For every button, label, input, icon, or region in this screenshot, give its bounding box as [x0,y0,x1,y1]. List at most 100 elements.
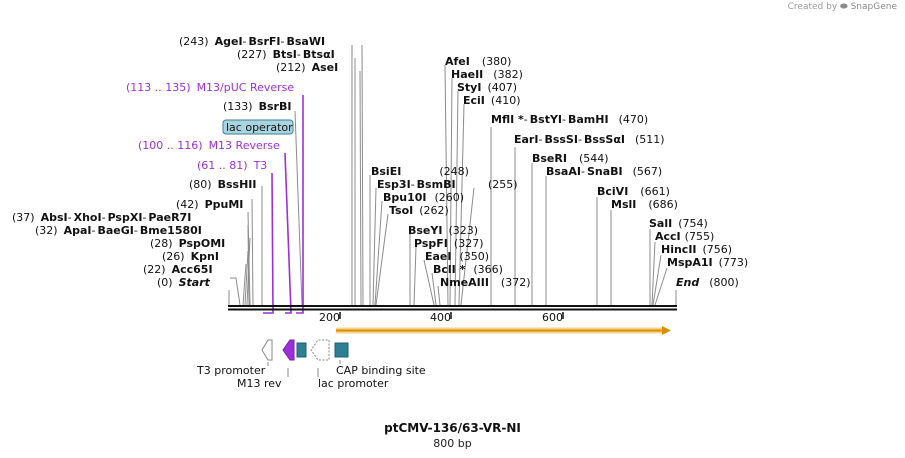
enzyme-name[interactable]: HaeII [451,68,483,81]
enzyme-name[interactable]: AseI [312,61,339,74]
enzyme-name[interactable]: Bme1580I [140,224,202,237]
plasmid-title: ptCMV-136/63-VR-NI [384,421,521,435]
enzyme-name[interactable]: EaeI [425,250,452,263]
site-position: (380) [482,55,512,68]
enzyme-name[interactable]: AbsI [41,211,68,224]
enzyme-name[interactable]: BsrFI [249,35,281,48]
enzyme-name[interactable]: Esp3I [377,178,411,191]
enzyme-name[interactable]: PspXI [108,211,143,224]
site-separator: - [102,211,106,224]
site-position: (262) [419,204,449,217]
site-separator: - [92,224,96,237]
enzyme-name[interactable]: NmeAIII [440,276,489,289]
enzyme-name[interactable]: SalI [649,217,672,230]
enzyme-name[interactable]: MflI * [491,113,524,126]
site-position: (567) [633,165,663,178]
t3-promoter-glyph[interactable] [261,339,273,361]
enzyme-name[interactable]: BclI * [433,263,466,276]
site-connectors [228,44,677,306]
site-position: (32) [35,224,58,237]
cap-binding-site-glyph[interactable] [334,342,349,358]
feature-label[interactable]: T3 promoter [196,364,266,377]
enzyme-name[interactable]: BsrBI [259,100,292,113]
site-position: (42) [176,198,199,211]
site-separator: - [538,133,542,146]
enzyme-name[interactable]: AgeI [215,35,243,48]
enzyme-name[interactable]: StyI [457,81,481,94]
lac-promoter-glyph[interactable] [310,339,330,361]
enzyme-name[interactable]: Start [179,276,211,289]
m13-rev-glyph[interactable] [282,339,295,361]
site-position: (544) [579,152,609,165]
feature-name[interactable]: T3 [253,159,268,172]
lac-operator-glyph[interactable] [296,342,307,358]
site-position: (407) [487,81,517,94]
enzyme-name[interactable]: BseRI [532,152,567,165]
enzyme-name[interactable]: BsmBI [417,178,456,191]
t3-marker [263,172,274,314]
site-separator: - [281,35,285,48]
feature-label[interactable]: M13 rev [237,377,282,390]
enzyme-name[interactable]: XhoI [74,211,102,224]
site-position: (212) [276,61,306,74]
enzyme-name[interactable]: AfeI [445,55,470,68]
enzyme-name[interactable]: EciI [463,94,485,107]
enzyme-name[interactable]: MslI [611,198,636,211]
credit-prefix: Created by [787,2,838,12]
ruler-label: 400 [430,311,451,324]
site-separator: - [524,113,528,126]
orf-arrow[interactable] [336,326,671,335]
enzyme-name[interactable]: BaeGI [97,224,133,237]
feature-label[interactable]: CAP binding site [336,364,426,377]
site-position: (113 .. 135) [126,81,191,94]
lac-operator-box[interactable] [222,119,294,135]
enzyme-name[interactable]: PaeR7I [148,211,191,224]
site-separator: - [581,165,585,178]
enzyme-name[interactable]: PpuMI [205,198,244,211]
site-position: (100 .. 116) [138,139,203,152]
enzyme-name[interactable]: BssSI [544,133,578,146]
enzyme-name[interactable]: BtsαI [303,48,335,61]
enzyme-name[interactable]: PspFI [414,237,448,250]
site-position: (243) [179,35,209,48]
site-separator: - [68,211,72,224]
feature-name[interactable]: M13/pUC Reverse [197,81,295,94]
enzyme-name[interactable]: TsoI [389,204,413,217]
site-position: (327) [454,237,484,250]
site-position: (511) [635,133,665,146]
enzyme-name[interactable]: BssHII [218,178,257,191]
enzyme-name[interactable]: BamHI [568,113,609,126]
enzyme-name[interactable]: BssSαI [584,133,625,146]
feature-track: T3 promoter M13 rev lac promoter CAP bin… [196,339,426,390]
enzyme-name[interactable]: HincII [661,243,697,256]
enzyme-name[interactable]: BsaWI [286,35,325,48]
enzyme-name[interactable]: BsaAI [546,165,581,178]
site-position: (61 .. 81) [197,159,248,172]
enzyme-name[interactable]: SnaBI [587,165,623,178]
enzyme-name[interactable]: BciVI [597,185,628,198]
site-position: (382) [493,68,523,81]
enzyme-name[interactable]: ApaI [64,224,92,237]
enzyme-name[interactable]: Acc65I [172,263,213,276]
enzyme-name[interactable]: Bpu10I [383,191,427,204]
feature-box-label[interactable]: lac operator [226,121,293,134]
site-position: (410) [491,94,521,107]
feature-name[interactable]: M13 Reverse [209,139,280,152]
enzyme-name[interactable]: BseYI [408,224,442,237]
enzyme-name[interactable]: BtsI [273,48,297,61]
site-position: (773) [719,256,749,269]
enzyme-name[interactable]: MspA1I [667,256,713,269]
site-position: (350) [460,250,490,263]
enzyme-name[interactable]: BsiEI [371,165,401,178]
enzyme-name[interactable]: KpnI [191,250,219,263]
enzyme-name[interactable]: BstYI [530,113,562,126]
site-separator: - [142,211,146,224]
enzyme-name[interactable]: PspOMI [179,237,226,250]
feature-label[interactable]: lac promoter [318,377,389,390]
enzyme-name[interactable]: AccI [655,230,681,243]
site-position: (366) [473,263,503,276]
enzyme-name[interactable]: EarI [514,133,538,146]
enzyme-name[interactable]: End [676,276,699,289]
site-position: (686) [648,198,678,211]
